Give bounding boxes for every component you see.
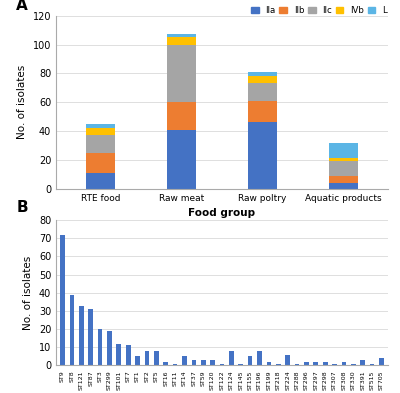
Bar: [107, 331, 112, 365]
Bar: [154, 351, 159, 365]
Bar: [285, 354, 290, 365]
Bar: [304, 362, 309, 365]
Bar: [248, 83, 277, 101]
Y-axis label: No. of isolates: No. of isolates: [23, 256, 33, 330]
Bar: [332, 364, 337, 365]
Bar: [248, 101, 277, 122]
Bar: [86, 124, 115, 128]
Bar: [167, 102, 196, 130]
Bar: [351, 364, 356, 365]
Bar: [86, 173, 115, 189]
Bar: [167, 35, 196, 37]
Bar: [86, 152, 115, 173]
Text: A: A: [16, 0, 28, 13]
Bar: [163, 362, 168, 365]
Bar: [167, 37, 196, 44]
Bar: [201, 360, 206, 365]
Bar: [276, 364, 281, 365]
Bar: [329, 158, 358, 161]
Bar: [167, 130, 196, 189]
Bar: [379, 358, 384, 365]
Bar: [370, 364, 374, 365]
Bar: [329, 183, 358, 189]
Bar: [329, 161, 358, 176]
Bar: [229, 351, 234, 365]
Y-axis label: No. of isolates: No. of isolates: [17, 65, 27, 139]
Bar: [323, 362, 328, 365]
X-axis label: Food group: Food group: [188, 208, 256, 218]
Bar: [248, 122, 277, 189]
Bar: [60, 235, 65, 365]
Bar: [329, 143, 358, 158]
Legend: IIa, IIb, IIc, IVb, L: IIa, IIb, IIc, IVb, L: [248, 3, 390, 18]
Bar: [220, 364, 224, 365]
Text: B: B: [16, 200, 28, 215]
Bar: [248, 356, 252, 365]
Bar: [126, 345, 130, 365]
Bar: [210, 360, 215, 365]
Bar: [342, 362, 346, 365]
Bar: [266, 362, 271, 365]
Bar: [145, 351, 149, 365]
Bar: [257, 351, 262, 365]
Bar: [70, 295, 74, 365]
Bar: [248, 76, 277, 83]
Bar: [238, 364, 243, 365]
Bar: [88, 309, 93, 365]
Bar: [192, 360, 196, 365]
Bar: [79, 305, 84, 365]
Bar: [360, 360, 365, 365]
Bar: [248, 72, 277, 76]
Bar: [295, 364, 299, 365]
Bar: [135, 356, 140, 365]
Bar: [98, 329, 102, 365]
Bar: [182, 356, 187, 365]
Bar: [86, 135, 115, 152]
Bar: [116, 343, 121, 365]
Bar: [86, 128, 115, 135]
Bar: [314, 362, 318, 365]
Bar: [173, 364, 178, 365]
Bar: [167, 44, 196, 102]
Bar: [329, 176, 358, 183]
